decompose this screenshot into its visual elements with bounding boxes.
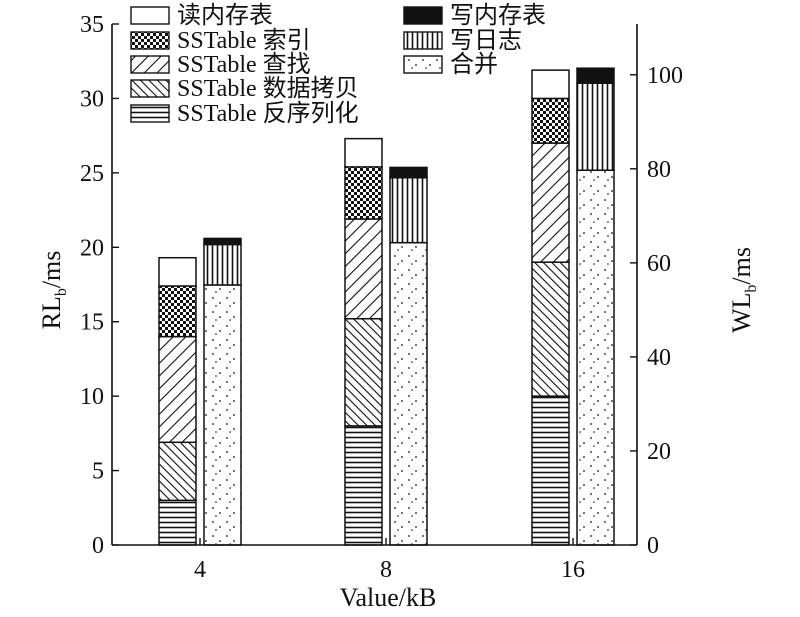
bar-read-16-SSTable-数据拷贝: [531, 261, 570, 397]
x-tick-label: 16: [561, 557, 585, 583]
legend-swatch-写日志: [403, 31, 443, 50]
bar-write-4-合并: [203, 284, 242, 546]
legend-label-SSTable-数据拷贝: SSTable 数据拷贝: [177, 75, 359, 102]
bar-write-8-写内存表: [389, 166, 428, 179]
legend-swatch-写内存表: [403, 6, 443, 25]
legend-swatch-合并: [403, 55, 443, 74]
bar-write-8-合并: [389, 241, 428, 546]
legend-label-写日志: 写日志: [450, 27, 522, 54]
bar-read-4-SSTable-反序列化: [158, 499, 197, 546]
left-axis-title-main: RL: [37, 296, 66, 329]
legend-swatch-SSTable-数据拷贝: [130, 79, 170, 98]
left-axis-title-unit: /ms: [37, 251, 66, 289]
left-tick-label: 10: [80, 384, 104, 410]
right-tick-label: 20: [647, 439, 671, 465]
bar-read-4-SSTable-查找: [158, 335, 197, 444]
right-axis-title-main: WL: [727, 293, 756, 333]
bar-read-16-读内存表: [531, 69, 570, 100]
bar-write-16-写内存表: [576, 67, 615, 84]
left-tick-label: 5: [92, 459, 104, 485]
legend-label-合并: 合并: [450, 51, 498, 78]
left-axis-title-sub: b: [53, 288, 70, 296]
bar-read-16-SSTable-查找: [531, 142, 570, 263]
legend-label-读内存表: 读内存表: [177, 2, 273, 29]
bar-write-4-写日志: [203, 243, 242, 286]
bar-read-4-读内存表: [158, 256, 197, 287]
legend-label-写内存表: 写内存表: [450, 2, 546, 29]
left-tick-label: 35: [80, 12, 104, 38]
left-tick-label: 30: [80, 86, 104, 112]
right-axis-title-unit: /ms: [727, 247, 756, 285]
bar-read-8-SSTable-索引: [344, 166, 383, 220]
bars-layer: [158, 67, 615, 546]
legend-label-SSTable-查找: SSTable 查找: [177, 51, 311, 78]
legend-swatch-SSTable-索引: [130, 31, 170, 50]
right-tick-label: 100: [647, 63, 683, 89]
legend-swatch-SSTable-反序列化: [130, 104, 170, 123]
bar-read-4-SSTable-数据拷贝: [158, 441, 197, 502]
legend-label-SSTable-索引: SSTable 索引: [177, 27, 311, 54]
right-tick-label: 60: [647, 251, 671, 277]
x-tick-label: 4: [194, 557, 206, 583]
right-tick-label: 0: [647, 533, 659, 559]
left-tick-label: 0: [92, 533, 104, 559]
left-tick-label: 25: [80, 161, 104, 187]
x-axis-title: Value/kB: [340, 583, 437, 612]
bar-read-16-SSTable-索引: [531, 97, 570, 144]
bar-read-4-SSTable-索引: [158, 285, 197, 338]
left-tick-label: 15: [80, 310, 104, 336]
legend-swatch-SSTable-查找: [130, 55, 170, 74]
legend-swatch-读内存表: [130, 6, 170, 25]
bar-write-4-写内存表: [203, 237, 242, 246]
legend-label-SSTable-反序列化: SSTable 反序列化: [177, 100, 359, 127]
bar-read-8-SSTable-数据拷贝: [344, 317, 383, 427]
x-tick-label: 8: [380, 557, 392, 583]
right-axis-title: WLb/ms: [727, 247, 760, 333]
bar-read-8-SSTable-反序列化: [344, 425, 383, 546]
bar-read-16-SSTable-反序列化: [531, 395, 570, 546]
bar-write-8-写日志: [389, 177, 428, 244]
axes-layer: 0 5 10 15 20 25 30 35 0 20 40 60 80 100 4 8 16: [80, 12, 683, 583]
bar-read-8-读内存表: [344, 137, 383, 168]
left-axis-title: RLb/ms: [37, 251, 70, 330]
bar-write-16-写日志: [576, 82, 615, 171]
left-tick-label: 20: [80, 235, 104, 261]
right-tick-label: 80: [647, 157, 671, 183]
bar-read-8-SSTable-查找: [344, 218, 383, 320]
right-tick-label: 40: [647, 345, 671, 371]
bar-write-16-合并: [576, 169, 615, 546]
right-axis-title-sub: b: [743, 285, 760, 293]
